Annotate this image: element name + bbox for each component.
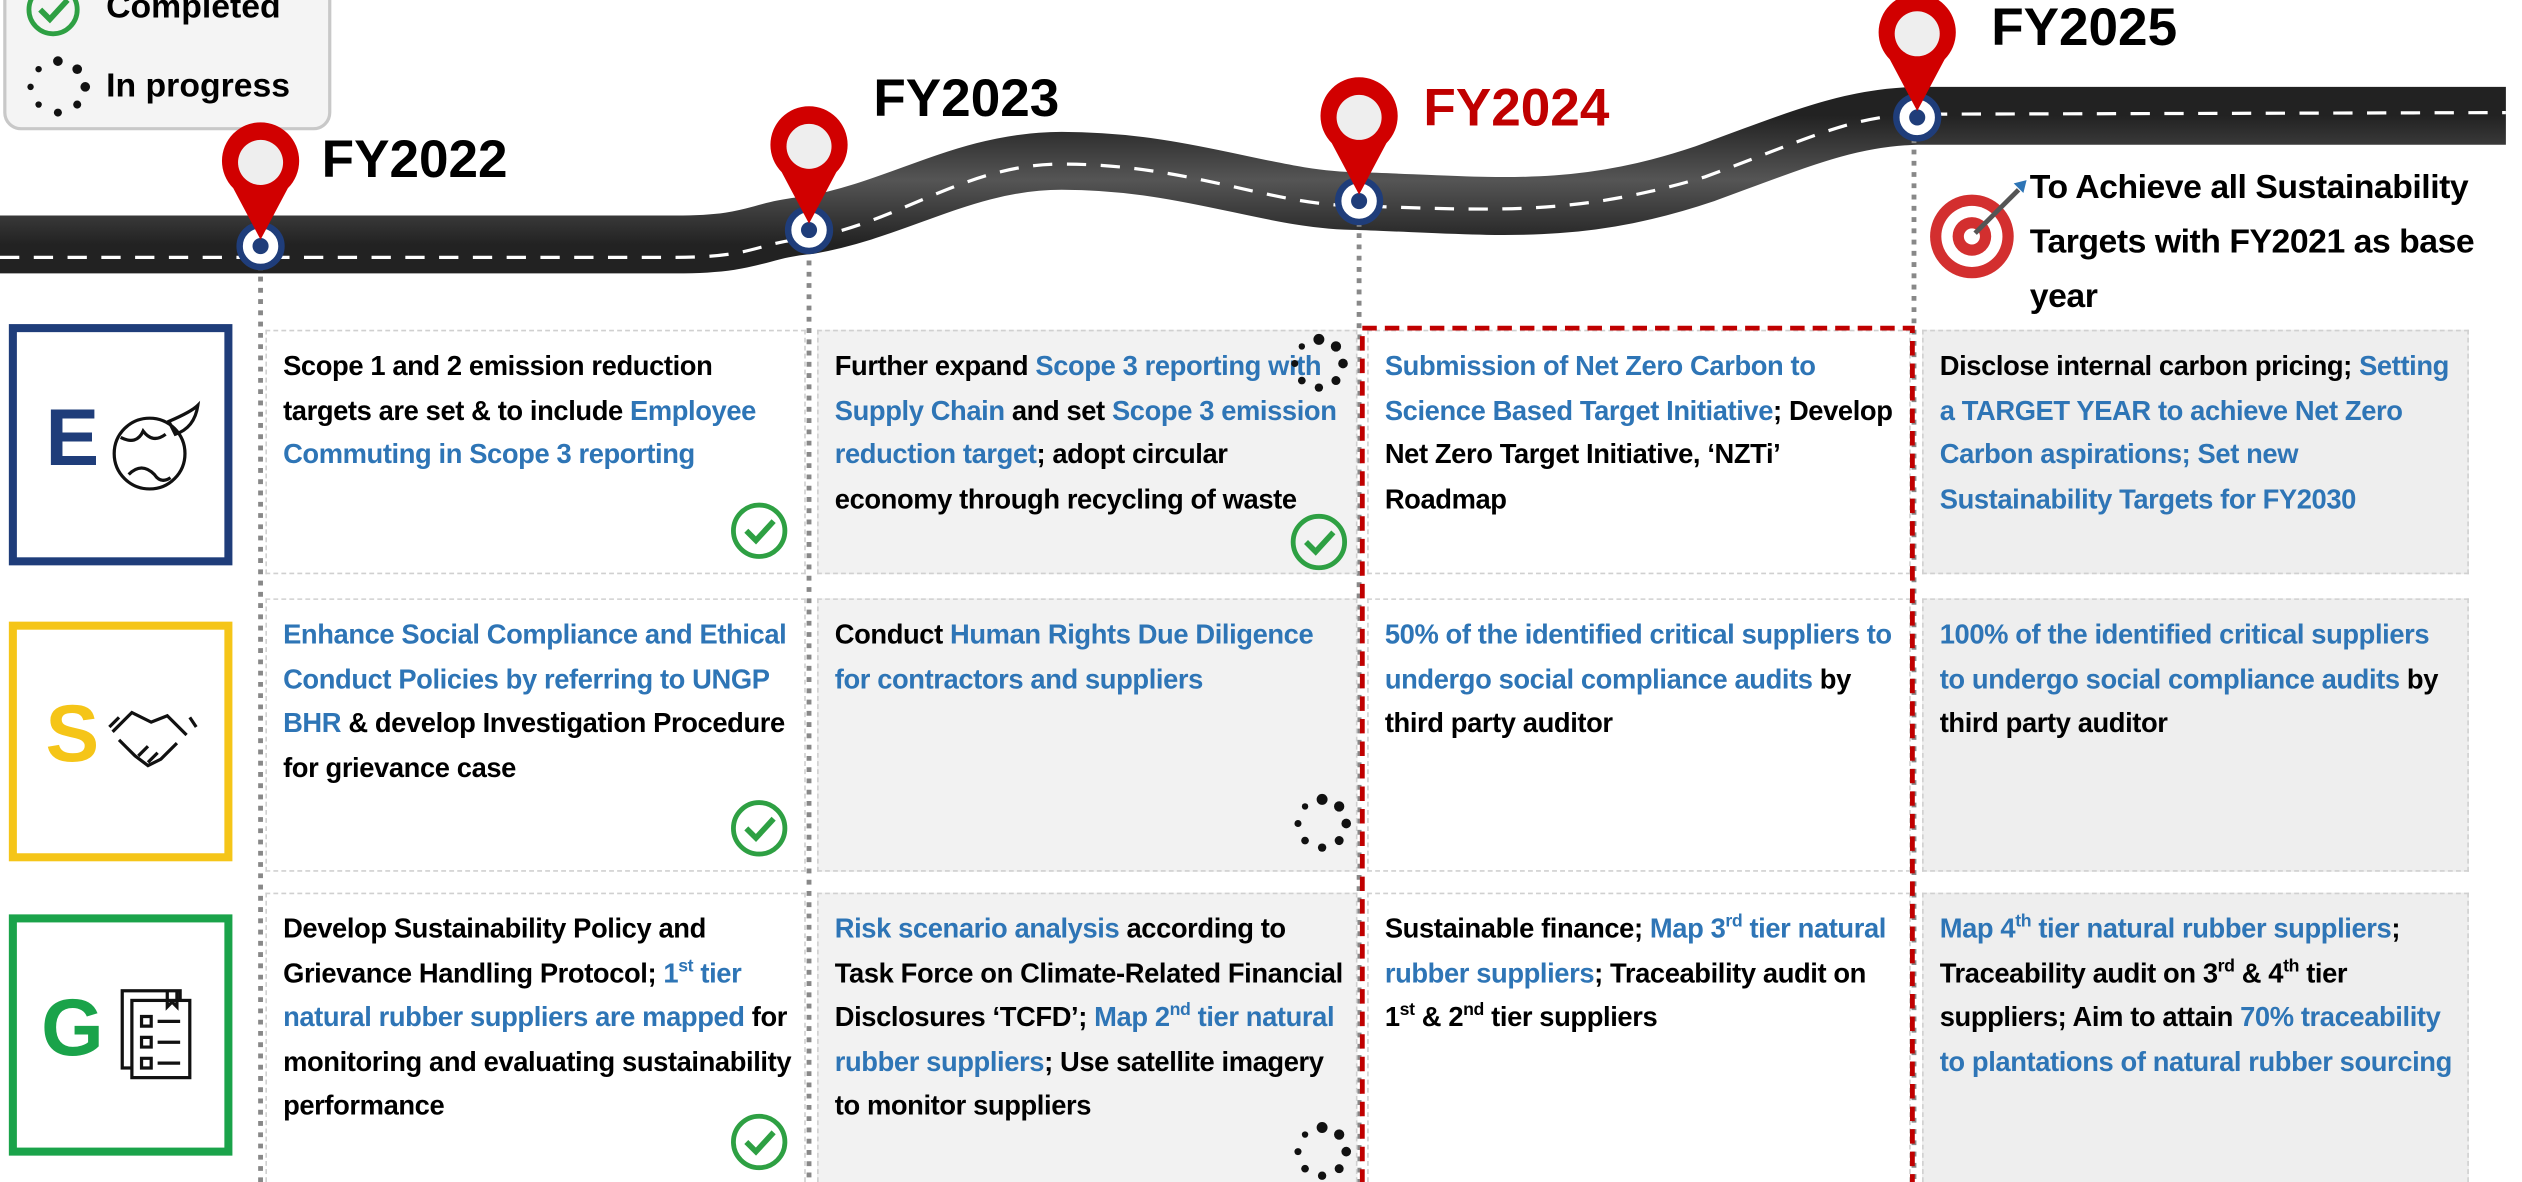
completed-icons: [731, 502, 1348, 1171]
cell-text: nd: [1169, 1000, 1191, 1020]
cell: Map 4th tier natural rubber suppliers; T…: [1922, 892, 2469, 1182]
cell-text: tier natural rubber suppliers: [834, 1002, 1335, 1077]
legend-check: [26, 0, 80, 37]
cell-text: nd: [1463, 1000, 1484, 1020]
cell-text: tier natural rubber suppliers: [2031, 913, 2392, 945]
cell-text: ; Traceability audit on 3: [1939, 913, 2401, 989]
legend-box: [3, 0, 332, 131]
cell-text: tier natural rubber suppliers: [1384, 913, 1887, 989]
cell: Enhance Social Compliance and Ethical Co…: [265, 598, 806, 872]
cell: Scope 1 and 2 emission reduction targets…: [265, 329, 806, 575]
cell-text: Scope 3 emission reduction target: [834, 394, 1337, 470]
cell: Risk scenario analysis according to Task…: [817, 892, 1358, 1182]
goal-text: To Achieve all Sustainability Targets wi…: [2029, 168, 2475, 316]
cell-text: Setting a TARGET YEAR to achieve Net Zer…: [1939, 350, 2450, 514]
row-letter: E: [45, 392, 100, 483]
cell: Develop Sustainability Policy and Grieva…: [265, 892, 806, 1182]
cell: Further expand Scope 3 reporting with Su…: [817, 329, 1358, 575]
cell-text: & develop Investigation Procedure for gr…: [283, 707, 785, 783]
progress-icons: [1291, 333, 1352, 1180]
cell-text: Map 2: [1094, 1002, 1170, 1033]
current-year-frame: [1359, 325, 1915, 1182]
cell-text: tier suppliers: [1483, 1002, 1658, 1033]
cell-text: ; adopt circular economy through recycli…: [834, 439, 1297, 514]
cell: Conduct Human Rights Due Diligence for c…: [817, 598, 1358, 872]
cell-text: according to Task Force on Climate-Relat…: [834, 913, 1343, 1033]
cell-text: rd: [1725, 911, 1743, 932]
cell-text: Enhance Social Compliance and Ethical Co…: [283, 619, 787, 739]
cell-text: & 4: [2234, 957, 2284, 989]
cell-text: by third party auditor: [1939, 663, 2439, 739]
cell: Disclose internal carbon pricing; Settin…: [1922, 329, 2469, 575]
cell-text: Employee Commuting in Scope 3 reporting: [283, 394, 756, 470]
check-icon: [731, 1113, 788, 1171]
cell: Sustainable finance; Map 3rd tier natura…: [1367, 892, 1911, 1182]
legend-label: Completed: [106, 0, 281, 26]
row-icons: [108, 400, 201, 1080]
cell-text: Scope 3 reporting with Supply Chain: [834, 350, 1322, 426]
row-boxes: [8, 324, 233, 1156]
cell-text: Disclose internal carbon pricing;: [1939, 350, 2360, 382]
check-icon: [731, 800, 788, 857]
cell-text: Conduct: [834, 619, 951, 650]
cell-text: st: [678, 956, 694, 976]
cell-text: & 2: [1414, 1002, 1464, 1033]
cell-text: Map 3: [1649, 913, 1726, 945]
pin: [1878, 0, 1956, 142]
progress-icon: [1291, 333, 1348, 392]
goal-target: [1930, 180, 2027, 279]
cell: Submission of Net Zero Carbon to Science…: [1367, 329, 1911, 575]
cell-text: for monitoring and evaluating sustainabi…: [283, 1002, 792, 1122]
pin: [221, 122, 300, 271]
cell-text: Submission of Net Zero Carbon to Science…: [1384, 350, 1816, 426]
legend-progress: [27, 56, 91, 117]
cell-text: st: [1399, 1000, 1415, 1020]
year-label: FY2025: [1991, 0, 2178, 57]
year-label: FY2023: [873, 67, 1060, 128]
cell-text: Risk scenario analysis: [834, 913, 1120, 945]
cell-text: 100% of the identified critical supplier…: [1939, 619, 2430, 695]
row-letter: G: [41, 982, 104, 1073]
cell-text: th: [2015, 911, 2032, 932]
cell-text: Human Rights Due Diligence for contracto…: [834, 619, 1314, 695]
cell-text: Further expand: [834, 350, 1036, 382]
cell-text: Scope 1 and 2 emission reduction targets…: [283, 350, 713, 426]
cell-text: th: [2283, 956, 2300, 976]
pin: [1320, 77, 1398, 226]
cell: 100% of the identified critical supplier…: [1922, 598, 2469, 872]
progress-icon: [1294, 793, 1352, 852]
cell-text: and set: [1004, 394, 1112, 426]
legend-label: In progress: [106, 67, 291, 105]
year-label: FY2022: [321, 128, 508, 189]
pin: [770, 106, 848, 255]
cell-text: Sustainable finance;: [1384, 913, 1650, 945]
progress-icon: [1294, 1122, 1352, 1180]
check-icon: [1290, 513, 1348, 571]
cell-text: ; Develop Net Zero Target Initiative, ‘N…: [1384, 394, 1893, 514]
cell-text: Develop Sustainability Policy and Grieva…: [283, 913, 706, 989]
year-label: FY2024: [1423, 77, 1610, 137]
cell-text: 70% traceability to plantations of natur…: [1939, 1002, 2453, 1077]
cell-text: rd: [2217, 956, 2235, 976]
cell-text: tier natural rubber suppliers are mapped: [283, 957, 745, 1033]
cell: 50% of the identified critical suppliers…: [1367, 598, 1911, 872]
cell-text: tier suppliers; Aim to attain: [1939, 957, 2348, 1033]
cell-text: ; Use satellite imagery to monitor suppl…: [834, 1046, 1324, 1122]
cell-text: 1: [663, 957, 679, 989]
cell-text: by third party auditor: [1384, 663, 1851, 739]
cell-text: 50% of the identified critical suppliers…: [1384, 619, 1892, 695]
cell-text: Map 4: [1939, 913, 2016, 945]
cell-text: ; Traceability audit on 1: [1384, 957, 1867, 1033]
check-icon: [731, 502, 788, 559]
row-letter: S: [45, 688, 100, 779]
